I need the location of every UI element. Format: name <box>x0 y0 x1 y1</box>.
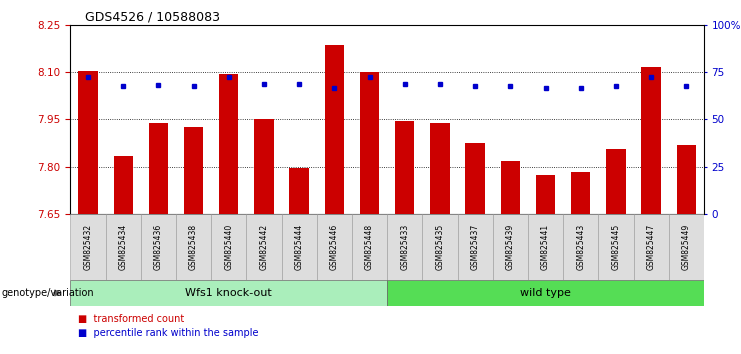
Text: GSM825445: GSM825445 <box>611 224 620 270</box>
Text: GSM825444: GSM825444 <box>295 224 304 270</box>
Bar <box>246 214 282 280</box>
Bar <box>465 143 485 214</box>
Bar <box>501 160 520 214</box>
Text: GSM825434: GSM825434 <box>119 224 127 270</box>
Text: GSM825440: GSM825440 <box>225 224 233 270</box>
Bar <box>282 214 316 280</box>
Bar <box>387 214 422 280</box>
Bar <box>493 214 528 280</box>
Bar <box>211 214 246 280</box>
Text: wild type: wild type <box>520 288 571 298</box>
Text: genotype/variation: genotype/variation <box>1 288 94 298</box>
Text: GSM825441: GSM825441 <box>541 224 550 270</box>
Bar <box>668 214 704 280</box>
Text: GSM825447: GSM825447 <box>647 224 656 270</box>
Bar <box>677 145 696 214</box>
Bar <box>176 214 211 280</box>
Text: GSM825438: GSM825438 <box>189 224 198 270</box>
Text: GSM825446: GSM825446 <box>330 224 339 270</box>
Text: GSM825432: GSM825432 <box>84 224 93 270</box>
Bar <box>387 280 704 306</box>
Bar <box>79 70 98 214</box>
Bar <box>325 45 344 214</box>
Bar <box>634 214 668 280</box>
Text: GSM825435: GSM825435 <box>436 224 445 270</box>
Text: GSM825443: GSM825443 <box>576 224 585 270</box>
Text: GSM825439: GSM825439 <box>506 224 515 270</box>
Bar <box>149 122 168 214</box>
Text: GSM825433: GSM825433 <box>400 224 409 270</box>
Bar <box>70 280 387 306</box>
Bar <box>360 72 379 214</box>
Bar <box>431 122 450 214</box>
Bar <box>316 214 352 280</box>
Text: Wfs1 knock-out: Wfs1 knock-out <box>185 288 272 298</box>
Bar <box>184 127 203 214</box>
Bar <box>113 156 133 214</box>
Text: GSM825442: GSM825442 <box>259 224 268 270</box>
Bar <box>254 120 273 214</box>
Bar <box>422 214 457 280</box>
Text: GSM825436: GSM825436 <box>154 224 163 270</box>
Bar <box>606 149 625 214</box>
Text: GSM825449: GSM825449 <box>682 224 691 270</box>
Bar <box>598 214 634 280</box>
Bar <box>571 172 591 214</box>
Bar <box>352 214 387 280</box>
Text: ■  percentile rank within the sample: ■ percentile rank within the sample <box>78 328 259 338</box>
Bar <box>395 121 414 214</box>
Bar <box>642 67 661 214</box>
Bar <box>457 214 493 280</box>
Bar <box>105 214 141 280</box>
Text: GDS4526 / 10588083: GDS4526 / 10588083 <box>85 11 220 24</box>
Bar <box>563 214 598 280</box>
Bar <box>141 214 176 280</box>
Bar <box>219 74 239 214</box>
Bar <box>536 175 555 214</box>
Text: GSM825448: GSM825448 <box>365 224 374 270</box>
Bar <box>70 214 105 280</box>
Bar <box>528 214 563 280</box>
Bar <box>290 169 309 214</box>
Text: ■  transformed count: ■ transformed count <box>78 314 184 324</box>
Text: GSM825437: GSM825437 <box>471 224 479 270</box>
